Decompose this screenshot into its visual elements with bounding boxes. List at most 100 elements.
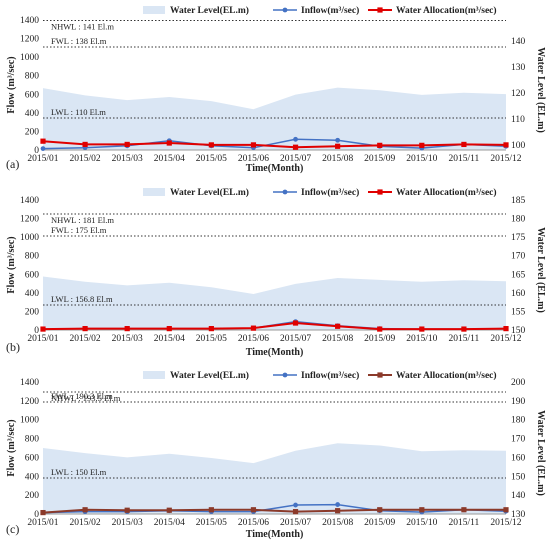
reference-line-label: FWL : 190.3 El.m [51,391,113,401]
reference-line-label: LWL : 110 El.m [51,107,106,117]
reference-line-label: NHWL : 181 El.m [51,215,114,225]
legend-label-inflow: Inflow(m³/sec) [301,5,359,16]
y2-tick-label: 160 [511,453,526,463]
x-tick-label: 2015/01 [27,154,58,164]
y2-tick-label: 180 [511,416,526,426]
x-tick-label: 2015/05 [196,518,227,528]
x-tick-label: 2015/03 [112,334,143,344]
y2-tick-label: 100 [511,141,526,151]
y-tick-label: 800 [25,72,40,82]
legend-label-water-level: Water Level(EL.m) [170,187,249,198]
legend-label-inflow: Inflow(m³/sec) [301,187,359,198]
x-tick-label: 2015/09 [364,154,395,164]
x-tick-label: 2015/04 [154,154,185,164]
allocation-point [250,325,257,331]
x-tick-label: 2015/06 [238,518,269,528]
y-tick-label: 0 [34,510,39,520]
allocation-point [124,141,130,148]
y2-tick-label: 150 [511,472,526,482]
x-tick-label: 2015/08 [322,518,353,528]
x-tick-label: 2015/10 [406,518,437,528]
x-tick-label: 2015/08 [322,334,353,344]
allocation-point [208,142,214,148]
x-tick-label: 2015/05 [196,154,227,164]
legend-swatch-water-level [143,188,165,196]
x-axis-title: Time(Month) [246,529,304,540]
allocation-point [40,326,46,332]
allocation-line [42,321,507,331]
allocation-point [292,320,299,326]
allocation-point [82,141,88,148]
y-tick-label: 800 [25,252,40,262]
allocation-point [377,326,383,332]
x-tick-label: 2015/02 [70,334,101,344]
y-tick-label: 0 [34,146,39,156]
x-tick-label: 2015/11 [449,154,480,164]
allocation-point [419,142,425,148]
inflow-point [40,146,46,152]
legend-marker-allocation [377,189,383,195]
allocation-point [503,507,509,513]
allocation-point [82,507,88,513]
x-tick-label: 2015/06 [238,334,269,344]
inflow-line [42,138,507,150]
x-tick-label: 2015/09 [364,518,395,528]
panel-label: (c) [6,522,19,536]
y2-tick-label: 110 [511,115,525,125]
x-tick-label: 2015/02 [70,518,101,528]
allocation-point [292,509,299,515]
allocation-line [42,508,506,514]
legend-label-inflow: Inflow(m³/sec) [301,370,359,381]
legend-label-water-level: Water Level(EL.m) [170,5,249,16]
legend-marker-allocation [377,7,383,13]
y-axis-title: Flow (m³/sec) [6,419,17,476]
chart-panel-1: NHWL : 141 El.m FWL : 138 El.m LWL : 110 E… [6,5,546,174]
allocation-point [419,507,425,513]
inflow-point [335,502,341,507]
allocation-point [40,509,46,516]
x-tick-label: 2015/06 [238,154,269,164]
y-tick-label: 0 [34,326,39,336]
y2-tick-label: 150 [511,326,526,336]
x-tick-label: 2015/11 [449,518,480,528]
y-tick-label: 400 [25,289,40,299]
x-tick-label: 2015/08 [322,154,353,164]
y-tick-label: 200 [25,127,40,137]
y-tick-label: 600 [25,453,40,463]
y2-tick-label: 170 [511,435,526,445]
legend: Water Level(EL.m) Inflow(m³/sec) Water All… [143,370,497,381]
allocation-point [166,140,172,146]
y2-axis-title: Water Level (EL.m) [535,47,546,133]
y2-tick-label: 185 [511,196,526,206]
inflow-point [335,137,341,143]
allocation-point [503,142,509,148]
y-axis-title: Flow (m³/sec) [6,236,17,293]
y-tick-label: 600 [25,90,40,100]
reference-line-label: FWL : 175 El.m [51,225,107,235]
legend-label-allocation: Water Allocation(m³/sec) [396,187,497,198]
x-tick-label: 2015/11 [449,334,480,344]
y-tick-label: 600 [25,270,40,280]
y2-tick-label: 120 [511,89,526,99]
allocation-point [292,144,299,150]
y-tick-label: 1000 [20,233,39,243]
y2-tick-label: 130 [511,510,526,520]
reference-line-label: NHWL : 193.5 El.m [51,393,121,403]
x-tick-label: 2015/04 [154,518,185,528]
allocation-point [124,326,130,332]
y-tick-label: 1400 [20,378,39,388]
reference-line-label: LWL : 156.8 El.m [51,294,113,304]
allocation-point [377,142,383,148]
y2-tick-label: 175 [511,233,526,243]
x-tick-label: 2015/07 [280,154,311,164]
y-axis-title: Flow (m³/sec) [6,56,17,113]
x-tick-label: 2015/01 [27,518,58,528]
inflow-point [293,502,298,508]
allocation-point [335,508,341,514]
y2-axis-title: Water Level (EL.m) [535,410,546,496]
allocation-point [166,507,172,513]
y-tick-label: 1000 [20,416,39,426]
legend: Water Level(EL.m) Inflow(m³/sec) Water All… [143,187,497,198]
